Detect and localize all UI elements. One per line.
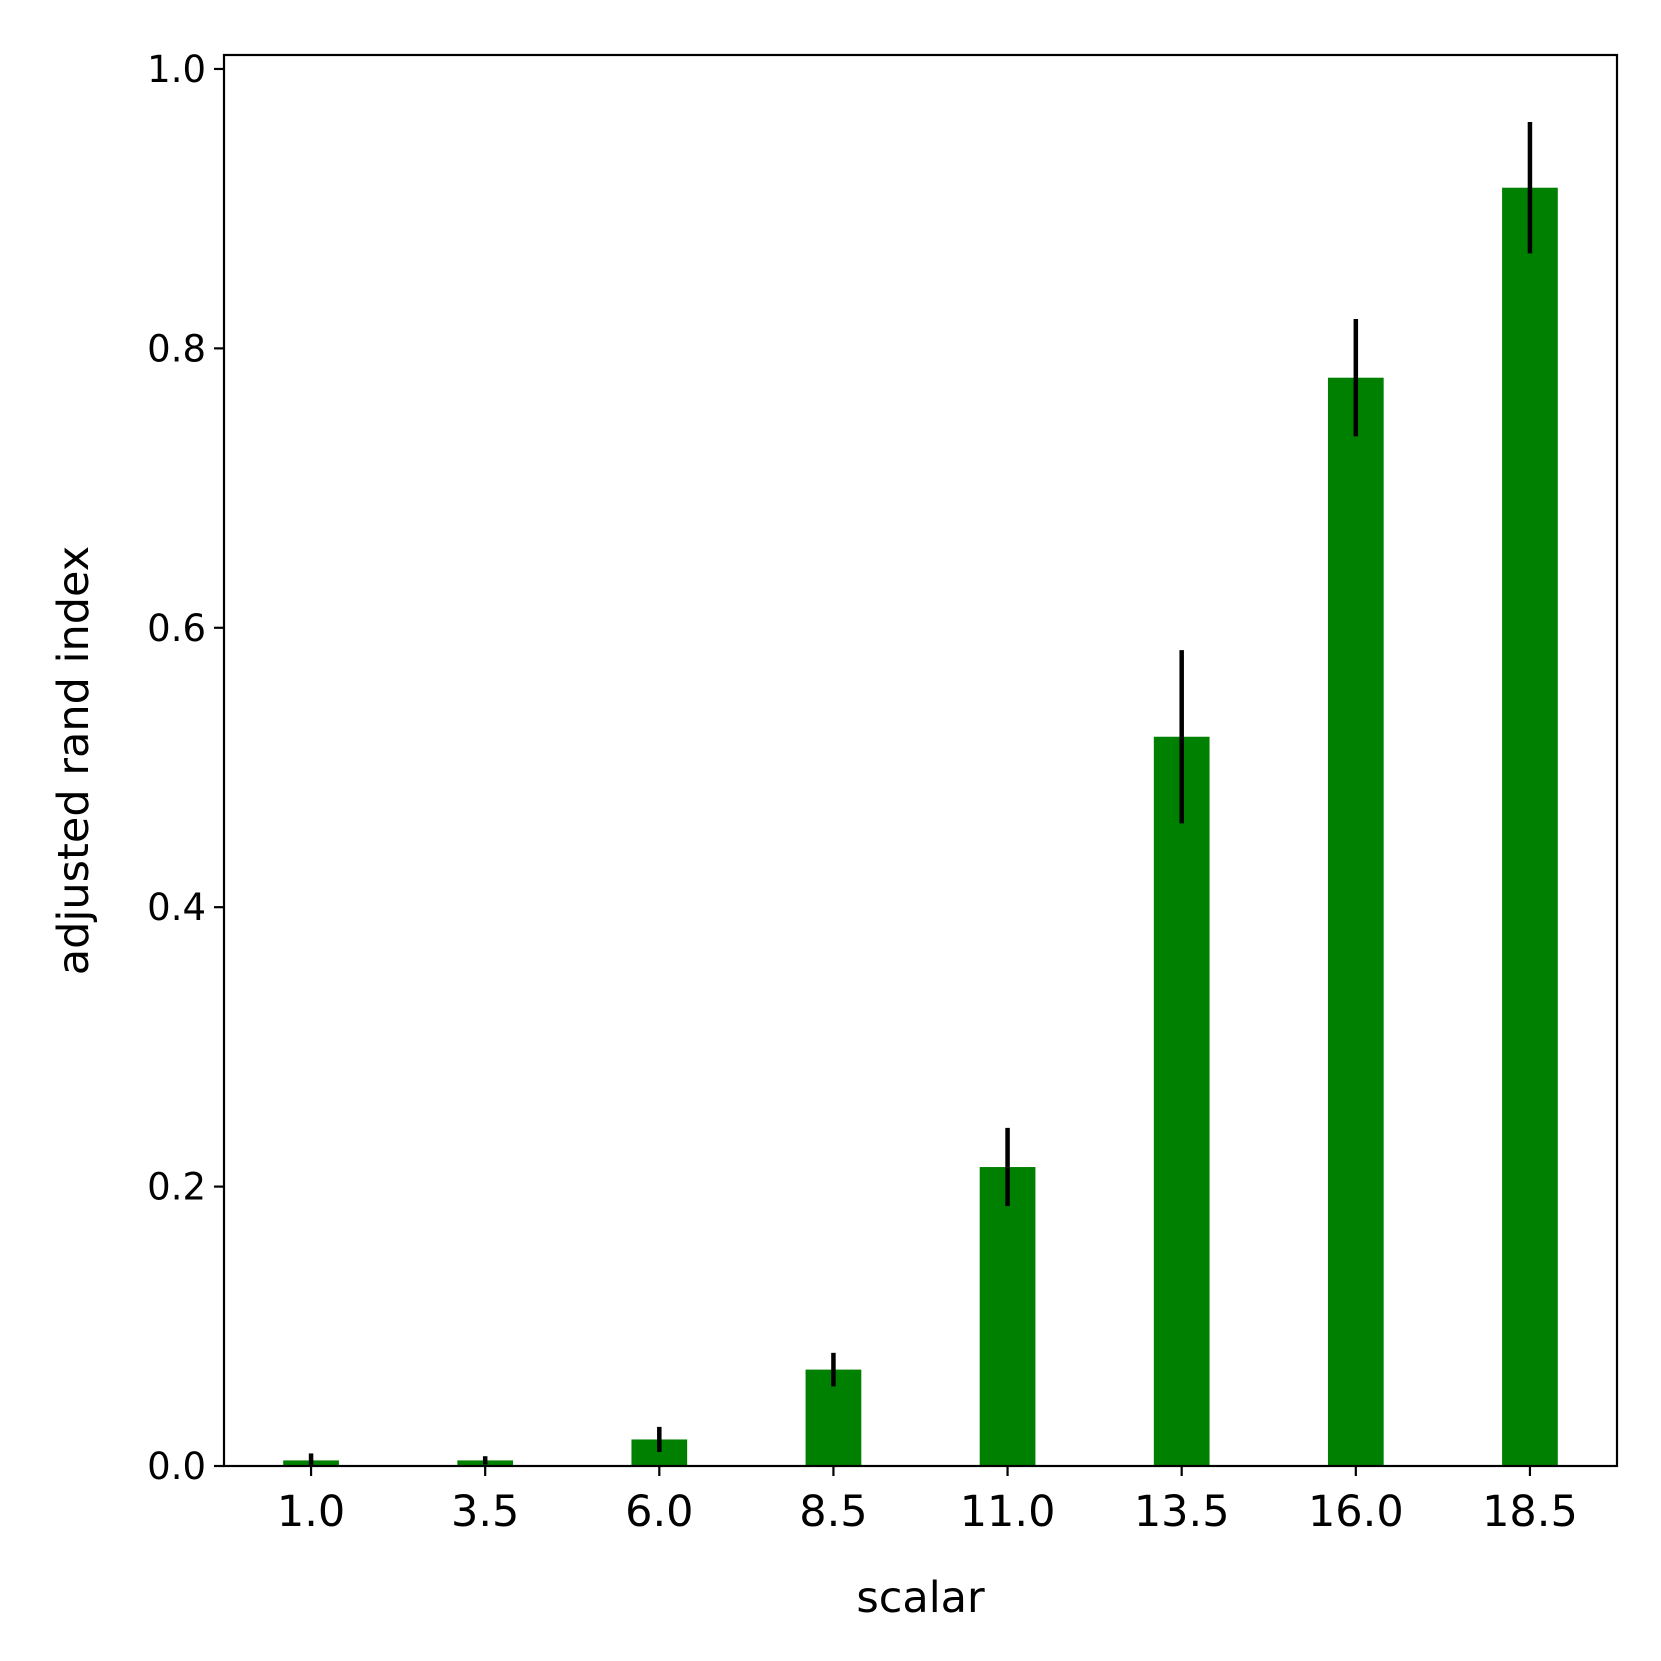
x-axis-ticks: 1.0 3.5 6.0 8.5 11.0 13.5 16.0 18.5 [277,1466,1578,1537]
y-axis-ticks: 0.0 0.2 0.4 0.6 0.8 1.0 [147,48,224,1488]
x-tick-label: 1.0 [277,1487,345,1537]
x-tick-label: 18.5 [1482,1487,1578,1537]
y-tick-label: 1.0 [147,48,206,91]
y-tick-label: 0.6 [147,607,206,650]
x-tick-label: 6.0 [625,1487,693,1537]
x-axis-label: scalar [856,1573,985,1623]
x-tick-label: 11.0 [960,1487,1056,1537]
bar-11.0 [979,1167,1036,1466]
x-tick-label: 13.5 [1134,1487,1230,1537]
bar-18.5 [1502,187,1558,1467]
bar-16.0 [1327,377,1384,1466]
bars-layer [283,187,1558,1467]
plot-area-frame [222,53,1619,1468]
x-tick-label: 8.5 [799,1487,867,1537]
y-axis-label: adjusted rand index [49,546,99,975]
x-tick-label: 16.0 [1308,1487,1404,1537]
x-tick-label: 3.5 [451,1487,519,1537]
error-bars-layer [308,122,1533,1466]
y-tick-label: 0.0 [147,1445,206,1488]
y-tick-label: 0.4 [147,886,206,929]
bar-13.5 [1153,736,1210,1466]
y-tick-label: 0.2 [147,1166,206,1209]
y-tick-label: 0.8 [147,327,206,370]
